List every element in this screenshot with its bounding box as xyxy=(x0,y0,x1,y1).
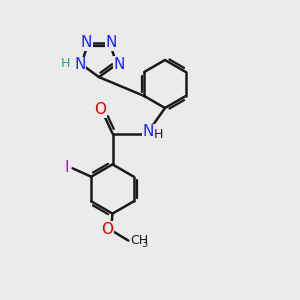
Text: H: H xyxy=(61,57,70,70)
Text: 3: 3 xyxy=(141,238,147,249)
Text: N: N xyxy=(81,35,92,50)
Text: H: H xyxy=(154,128,163,142)
Text: O: O xyxy=(101,222,113,237)
Text: O: O xyxy=(94,102,106,117)
Text: I: I xyxy=(65,160,69,175)
Text: CH: CH xyxy=(130,233,148,247)
Text: N: N xyxy=(142,124,154,140)
Text: N: N xyxy=(74,57,85,72)
Text: N: N xyxy=(106,35,117,50)
Text: N: N xyxy=(113,57,125,72)
